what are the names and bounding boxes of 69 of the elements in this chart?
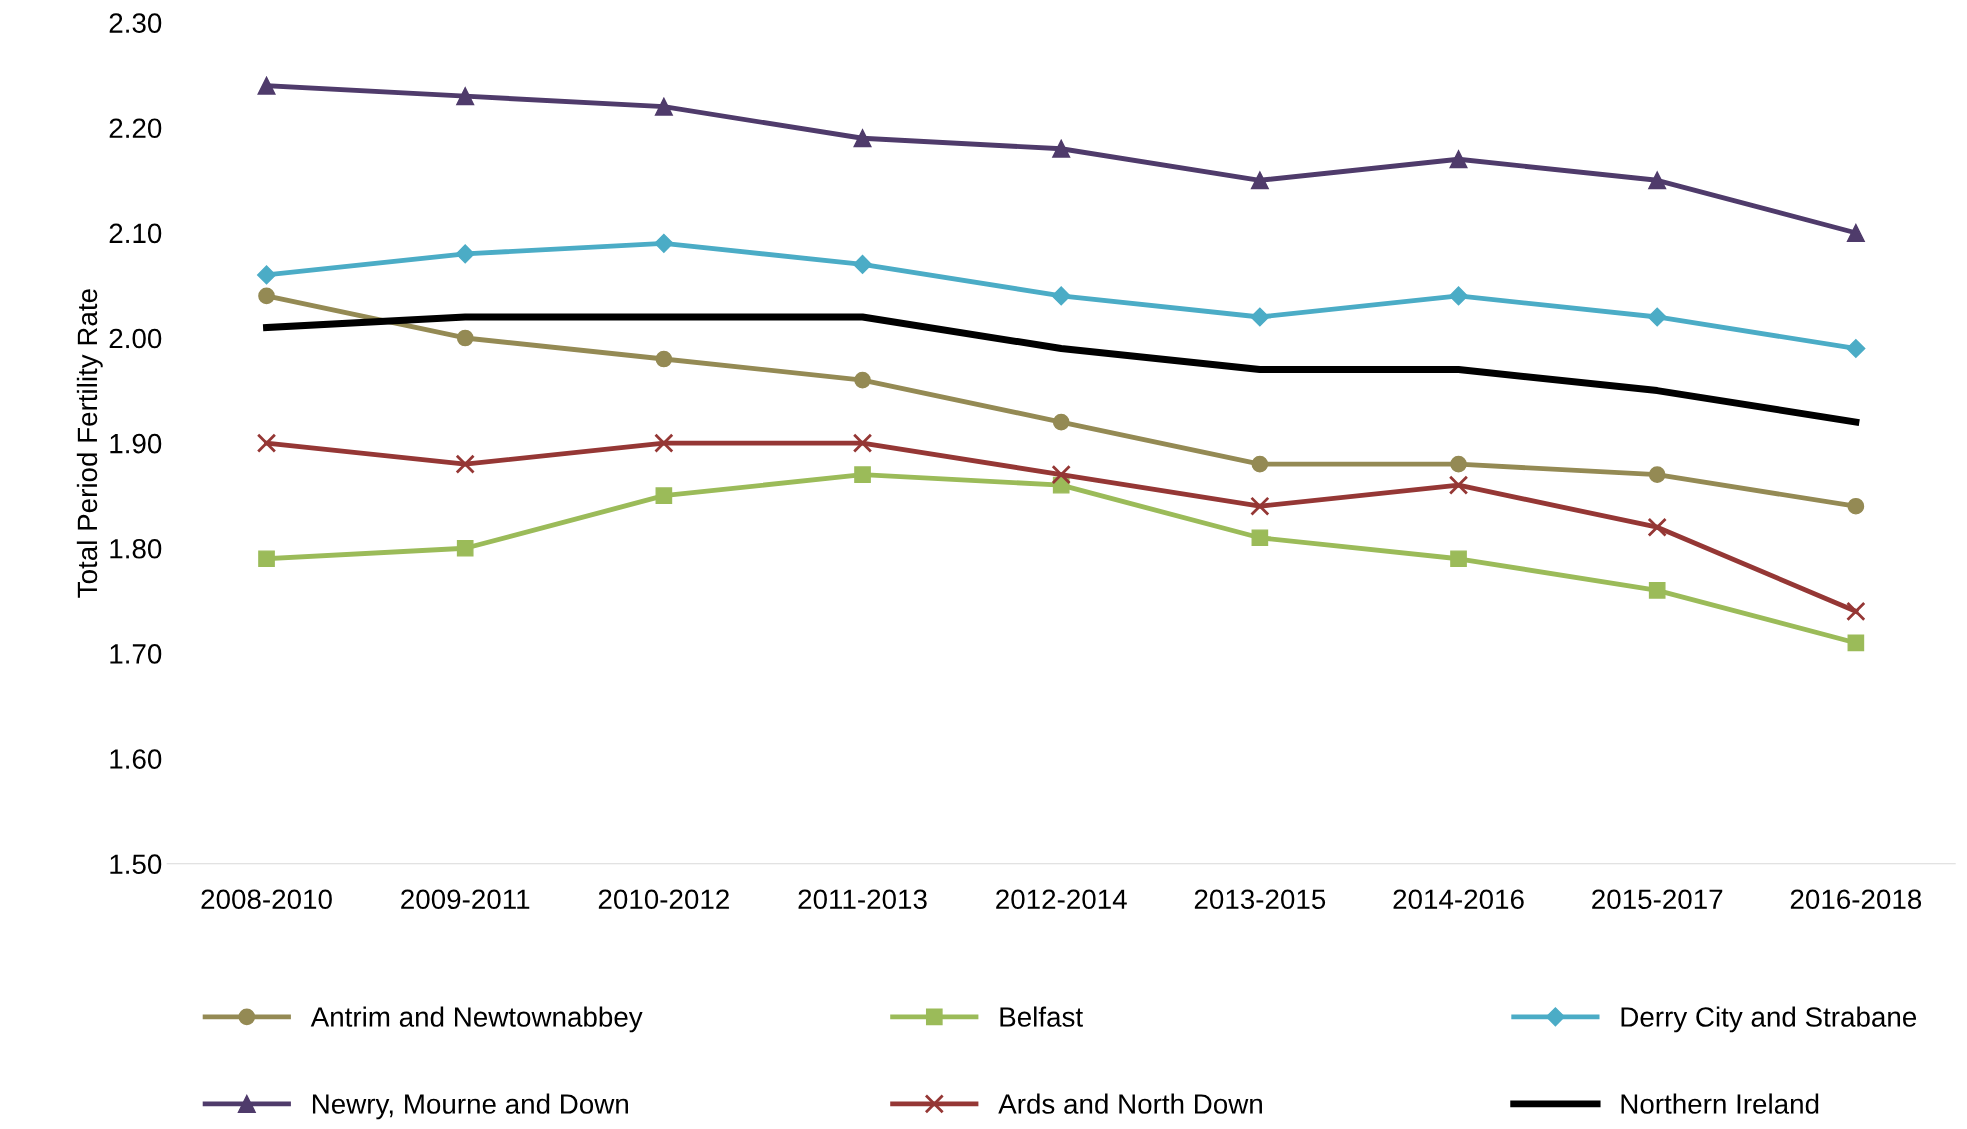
legend-label: Newry, Mourne and Down xyxy=(312,1093,628,1120)
legend-label: Northern Ireland xyxy=(1621,1093,1819,1114)
point xyxy=(258,287,275,305)
x-tick-label: 2013-2015 xyxy=(1194,889,1326,910)
y-tick-label: 1.90 xyxy=(110,433,162,454)
point xyxy=(654,433,674,453)
point xyxy=(1448,286,1469,306)
point xyxy=(1052,413,1070,431)
legend-label: Antrim and Newtownabbey xyxy=(310,1006,643,1033)
point xyxy=(1250,307,1270,327)
legend-label: Ards and North Down xyxy=(998,1093,1262,1114)
x-tick-label: 2011-2013 xyxy=(798,889,927,910)
x-tick-label: 2014-2016 xyxy=(1393,889,1524,910)
point xyxy=(655,350,673,368)
point xyxy=(1051,286,1071,306)
point xyxy=(1450,455,1467,473)
point xyxy=(654,233,674,253)
y-axis-title: Total Period Fertility Rate xyxy=(76,289,103,598)
point xyxy=(456,87,475,106)
point xyxy=(1647,307,1667,327)
point xyxy=(256,433,277,453)
x-tick-label: 2012-2014 xyxy=(996,889,1127,910)
y-tick-label: 1.70 xyxy=(110,644,162,664)
point xyxy=(456,539,474,557)
x-tick-label: 2015-2017 xyxy=(1592,889,1723,910)
point xyxy=(455,454,475,474)
point xyxy=(853,129,872,148)
point xyxy=(1648,581,1666,599)
point xyxy=(256,265,277,285)
y-tick-label: 1.50 xyxy=(110,854,162,875)
point xyxy=(1250,171,1269,190)
y-tick-label: 1.80 xyxy=(110,538,162,559)
point xyxy=(1648,171,1667,190)
point xyxy=(1448,475,1469,495)
point xyxy=(1846,338,1866,359)
point xyxy=(1251,529,1269,547)
x-tick-label: 2016-2018 xyxy=(1790,889,1922,910)
point xyxy=(456,329,474,347)
legend-label: Derry City and Strabane xyxy=(1621,1006,1917,1033)
point xyxy=(852,433,873,453)
point xyxy=(1846,223,1865,242)
point xyxy=(455,244,475,264)
legend-label: Belfast xyxy=(1000,1006,1083,1027)
point xyxy=(257,76,276,95)
point xyxy=(1847,634,1865,652)
point xyxy=(655,487,673,505)
y-tick-label: 1.60 xyxy=(110,749,162,769)
x-tick-label: 2008-2010 xyxy=(201,889,332,910)
y-tick-label: 2.10 xyxy=(109,223,162,244)
x-tick-label: 2010-2012 xyxy=(598,889,729,910)
point xyxy=(258,550,275,568)
point xyxy=(1647,517,1667,537)
y-tick-label: 2.30 xyxy=(109,13,162,33)
point xyxy=(1847,497,1865,515)
y-tick-label: 2.20 xyxy=(109,118,162,139)
point xyxy=(852,254,873,274)
point xyxy=(654,97,673,116)
y-tick-label: 2.00 xyxy=(109,328,162,349)
point xyxy=(1251,455,1269,473)
point xyxy=(1051,464,1071,485)
point xyxy=(1450,550,1467,568)
point xyxy=(854,466,871,484)
point xyxy=(1648,466,1666,484)
point xyxy=(1052,139,1071,158)
point xyxy=(1846,601,1866,622)
x-tick-label: 2009-2011 xyxy=(401,889,530,910)
point xyxy=(1250,496,1270,516)
point xyxy=(854,371,871,389)
point xyxy=(1449,150,1468,169)
